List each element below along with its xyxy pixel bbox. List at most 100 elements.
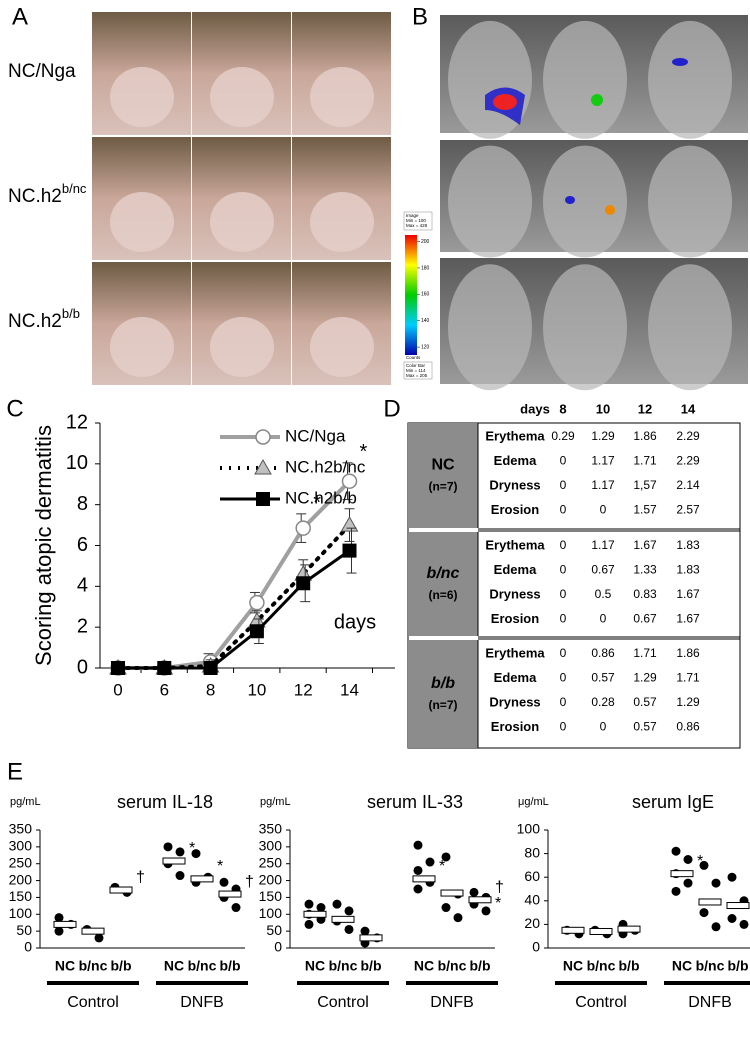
data-point [231, 903, 241, 913]
data-point [175, 847, 185, 857]
photo-detail [210, 317, 274, 377]
group-label: Control [67, 994, 119, 1011]
data-point [671, 886, 681, 896]
table-cell: 1.67 [676, 587, 700, 601]
marker [249, 624, 264, 639]
group-n: (n=6) [428, 588, 457, 602]
table-cell: 1.17 [591, 478, 615, 492]
significance: * [360, 441, 368, 463]
x-tick-label: b/nc [696, 958, 725, 974]
table-cell: 1.57 [633, 503, 657, 517]
photo-detail [310, 192, 374, 252]
group-name: b/nc [427, 565, 460, 582]
mouse [448, 145, 532, 258]
y-tick-label: 100 [259, 905, 283, 921]
table-cell: 0.86 [591, 646, 615, 660]
data-point [316, 903, 326, 913]
photo-detail [110, 67, 174, 127]
table-cell: 1.29 [633, 671, 657, 685]
group-cell [408, 640, 478, 748]
x-tick-label: 14 [340, 680, 359, 699]
x-tick-label: 8 [206, 680, 215, 699]
y-tick-label: 200 [259, 871, 283, 887]
table-cell: 0 [560, 503, 567, 517]
marker [295, 520, 311, 536]
row-label: Edema [494, 670, 537, 685]
colorbar-tick-label: 160 [421, 292, 430, 298]
table-cell: 1.71 [633, 454, 657, 468]
y-tick-label: 250 [259, 854, 283, 870]
x-tick-label: 10 [247, 680, 266, 699]
marker [254, 458, 272, 475]
table-cell: 0 [560, 671, 567, 685]
marker [203, 661, 218, 675]
y-tick-label: 150 [9, 888, 33, 904]
table-cell: 1.67 [676, 612, 700, 626]
median-bar [440, 889, 464, 897]
row-label: Erythema [485, 428, 545, 443]
data-point [683, 855, 693, 864]
data-point [441, 903, 451, 913]
group-label: Control [317, 994, 369, 1011]
row-label-text: NC.h2 [8, 186, 62, 207]
x-tick-label: b/b [619, 958, 640, 974]
legend-label: NC.h2b/nc [285, 457, 366, 476]
signal [493, 94, 517, 110]
table-cell: 1.71 [633, 646, 657, 660]
data-point [304, 919, 314, 929]
marker [341, 473, 358, 489]
median-bar [726, 902, 750, 910]
data-point [683, 878, 693, 888]
x-tick-label: b/nc [188, 958, 217, 974]
table-cell: 0.57 [633, 720, 657, 734]
data-point [54, 926, 64, 936]
y-axis-label: Scoring atopic dermatitis [31, 425, 56, 666]
table-cell: 0.86 [676, 720, 700, 734]
table-header: 10 [596, 401, 610, 416]
panel-label: E [7, 758, 23, 785]
table-cell: 1,57 [633, 478, 657, 492]
table-cell: 0 [560, 538, 567, 552]
group-cell [408, 532, 478, 636]
table-header: days [520, 401, 550, 416]
y-tick-label: 20 [524, 915, 540, 931]
x-tick-label: b/b [728, 958, 749, 974]
y-tick-label: 4 [77, 575, 88, 597]
signal [591, 94, 603, 106]
y-tick-label: 40 [524, 892, 540, 908]
table-cell: 2.14 [676, 478, 700, 492]
data-point [54, 913, 64, 923]
group-label: DNFB [430, 994, 474, 1011]
x-tick-label: b/b [470, 958, 491, 974]
x-axis-label: days [334, 611, 376, 633]
table-cell: 0.28 [591, 695, 615, 709]
y-tick-label: 2 [77, 615, 88, 637]
data-point [413, 840, 423, 850]
legend-label: NC/Nga [285, 426, 346, 445]
group-name: NC [431, 457, 455, 474]
group-label: DNFB [180, 994, 224, 1011]
marker [157, 661, 172, 675]
median-bar [412, 875, 436, 883]
group-label: Control [575, 994, 627, 1011]
data-point [699, 860, 709, 870]
panel-label: C [6, 395, 23, 422]
colorbar-header: Image [406, 213, 419, 218]
row-label: NC/Nga [8, 61, 76, 82]
significance: † [245, 873, 254, 890]
group-label: DNFB [688, 994, 732, 1011]
median-bar [162, 857, 186, 865]
table-cell: 0.67 [591, 563, 615, 577]
table-header: 12 [638, 401, 652, 416]
table-cell: 0 [600, 720, 607, 734]
data-point [727, 914, 737, 923]
data-point [332, 899, 342, 909]
series-line [116, 523, 352, 670]
median-bar [359, 934, 383, 942]
marker [111, 661, 125, 675]
table-header: 14 [681, 401, 696, 416]
table-cell: 1.86 [676, 646, 700, 660]
x-tick-label: NC [414, 958, 434, 974]
y-tick-label: 200 [9, 871, 33, 887]
table-cell: 0.67 [633, 612, 657, 626]
